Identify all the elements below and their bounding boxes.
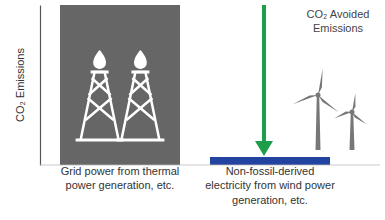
turbine-icon: [293, 68, 339, 150]
annotation: CO₂ AvoidedEmissions: [307, 8, 370, 34]
derrick-icon: [76, 72, 124, 140]
flame-icon: [134, 50, 147, 69]
bar: [210, 157, 330, 165]
icons: [76, 50, 367, 150]
category-label: Non-fossil-derivedelectricity from wind …: [205, 165, 335, 206]
chart: Grid power from thermalpower generation,…: [0, 0, 385, 220]
x-tick: Non-fossil-derivedelectricity from wind …: [205, 165, 335, 206]
y-axis: [40, 6, 41, 166]
category-label: Grid power from thermalpower generation,…: [61, 165, 180, 191]
x-tick: Grid power from thermalpower generation,…: [61, 165, 180, 191]
y-axis-title: CO₂ Emissions: [14, 48, 26, 122]
derrick-icon: [116, 72, 164, 140]
y-axis-line: [40, 6, 41, 166]
bar: [60, 5, 180, 165]
turbine-icon: [334, 93, 366, 150]
flame-icon: [93, 50, 106, 69]
x-axis: Grid power from thermalpower generation,…: [40, 165, 380, 206]
bars: [60, 5, 330, 165]
avoided-arrow: [255, 5, 273, 156]
